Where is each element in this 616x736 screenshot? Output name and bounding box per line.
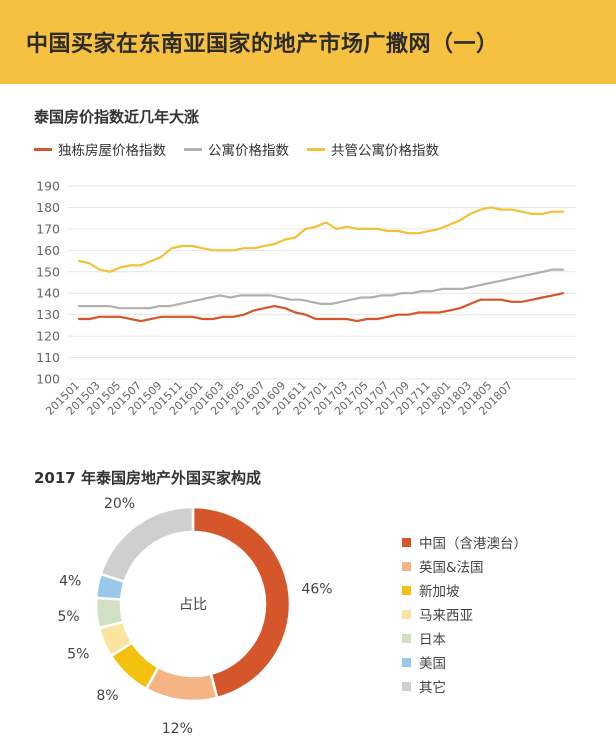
- donut-legend-label: 英国&法国: [419, 560, 484, 576]
- y-tick-label: 170: [36, 221, 60, 236]
- series-line-0: [77, 292, 565, 323]
- slice-value-label: 5%: [67, 647, 89, 663]
- legend-item-detached: 独栋房屋价格指数: [34, 139, 166, 159]
- donut-legend-label: 其它: [419, 680, 446, 696]
- line-chart-title: 泰国房价指数近几年大涨: [34, 108, 200, 126]
- donut-legend-swatch: [402, 681, 411, 691]
- donut-slice-6: [99, 505, 195, 584]
- legend-swatch-detached: [34, 147, 52, 151]
- donut-slice-4: [94, 596, 125, 630]
- y-tick-label: 140: [36, 286, 60, 301]
- legend-swatch-condo: [184, 147, 202, 151]
- donut-legend-swatch: [402, 633, 411, 643]
- y-tick-label: 160: [36, 243, 60, 258]
- donut-legend-item: 新加坡: [402, 578, 527, 602]
- donut-legend-item: 日本: [402, 626, 527, 650]
- donut-legend-label: 美国: [419, 656, 446, 672]
- legend-label-detached: 独栋房屋价格指数: [58, 143, 166, 159]
- legend-item-coop: 共管公寓价格指数: [307, 139, 439, 159]
- slice-value-label: 8%: [96, 688, 118, 704]
- y-tick-label: 130: [36, 307, 60, 322]
- page-title: 中国买家在东南亚国家的地产市场广撒网（一）: [26, 32, 499, 57]
- donut-legend-item: 美国: [402, 650, 527, 674]
- donut-legend-item: 英国&法国: [402, 554, 527, 578]
- donut-legend-item: 其它: [402, 674, 527, 698]
- y-tick-label: 100: [36, 372, 60, 387]
- series-line-1: [77, 268, 565, 310]
- donut-legend-label: 日本: [419, 632, 446, 648]
- donut-legend-label: 中国（含港澳台）: [419, 536, 527, 552]
- donut-chart-title: 2017 年泰国房地产外国买家构成: [34, 469, 261, 487]
- legend-item-condo: 公寓价格指数: [184, 139, 289, 159]
- donut-legend-item: 马来西亚: [402, 602, 527, 626]
- header-banner: 中国买家在东南亚国家的地产市场广撒网（一）: [0, 0, 616, 84]
- y-tick-label: 150: [36, 264, 60, 279]
- y-tick-label: 190: [36, 179, 60, 194]
- donut-center-label: 占比: [179, 597, 207, 613]
- donut-legend-swatch: [402, 537, 411, 547]
- line-chart-legend: 独栋房屋价格指数 公寓价格指数 共管公寓价格指数: [34, 139, 457, 159]
- y-tick-label: 120: [36, 329, 60, 344]
- donut-legend-item: 中国（含港澳台）: [402, 530, 527, 554]
- legend-swatch-coop: [307, 147, 325, 151]
- donut-slice-0: [191, 505, 292, 700]
- donut-legend: 中国（含港澳台） 英国&法国新加坡马来西亚日本美国其它: [402, 530, 527, 698]
- donut-legend-label: 新加坡: [419, 584, 460, 600]
- slice-value-label: 5%: [57, 609, 79, 625]
- y-tick-label: 110: [36, 350, 60, 365]
- donut-legend-label: 马来西亚: [419, 608, 473, 624]
- legend-label-condo: 公寓价格指数: [208, 143, 289, 159]
- slice-value-label: 46%: [301, 581, 332, 597]
- donut-legend-swatch: [402, 585, 411, 595]
- legend-label-coop: 共管公寓价格指数: [331, 143, 439, 159]
- slice-value-label: 4%: [59, 574, 81, 590]
- donut-legend-swatch: [402, 657, 411, 667]
- donut-legend-swatch: [402, 609, 411, 619]
- slice-value-label: 20%: [104, 496, 135, 512]
- y-tick-label: 180: [36, 200, 60, 215]
- slice-value-label: 12%: [162, 721, 193, 736]
- donut-legend-swatch: [402, 561, 411, 571]
- series-line-2: [77, 206, 565, 273]
